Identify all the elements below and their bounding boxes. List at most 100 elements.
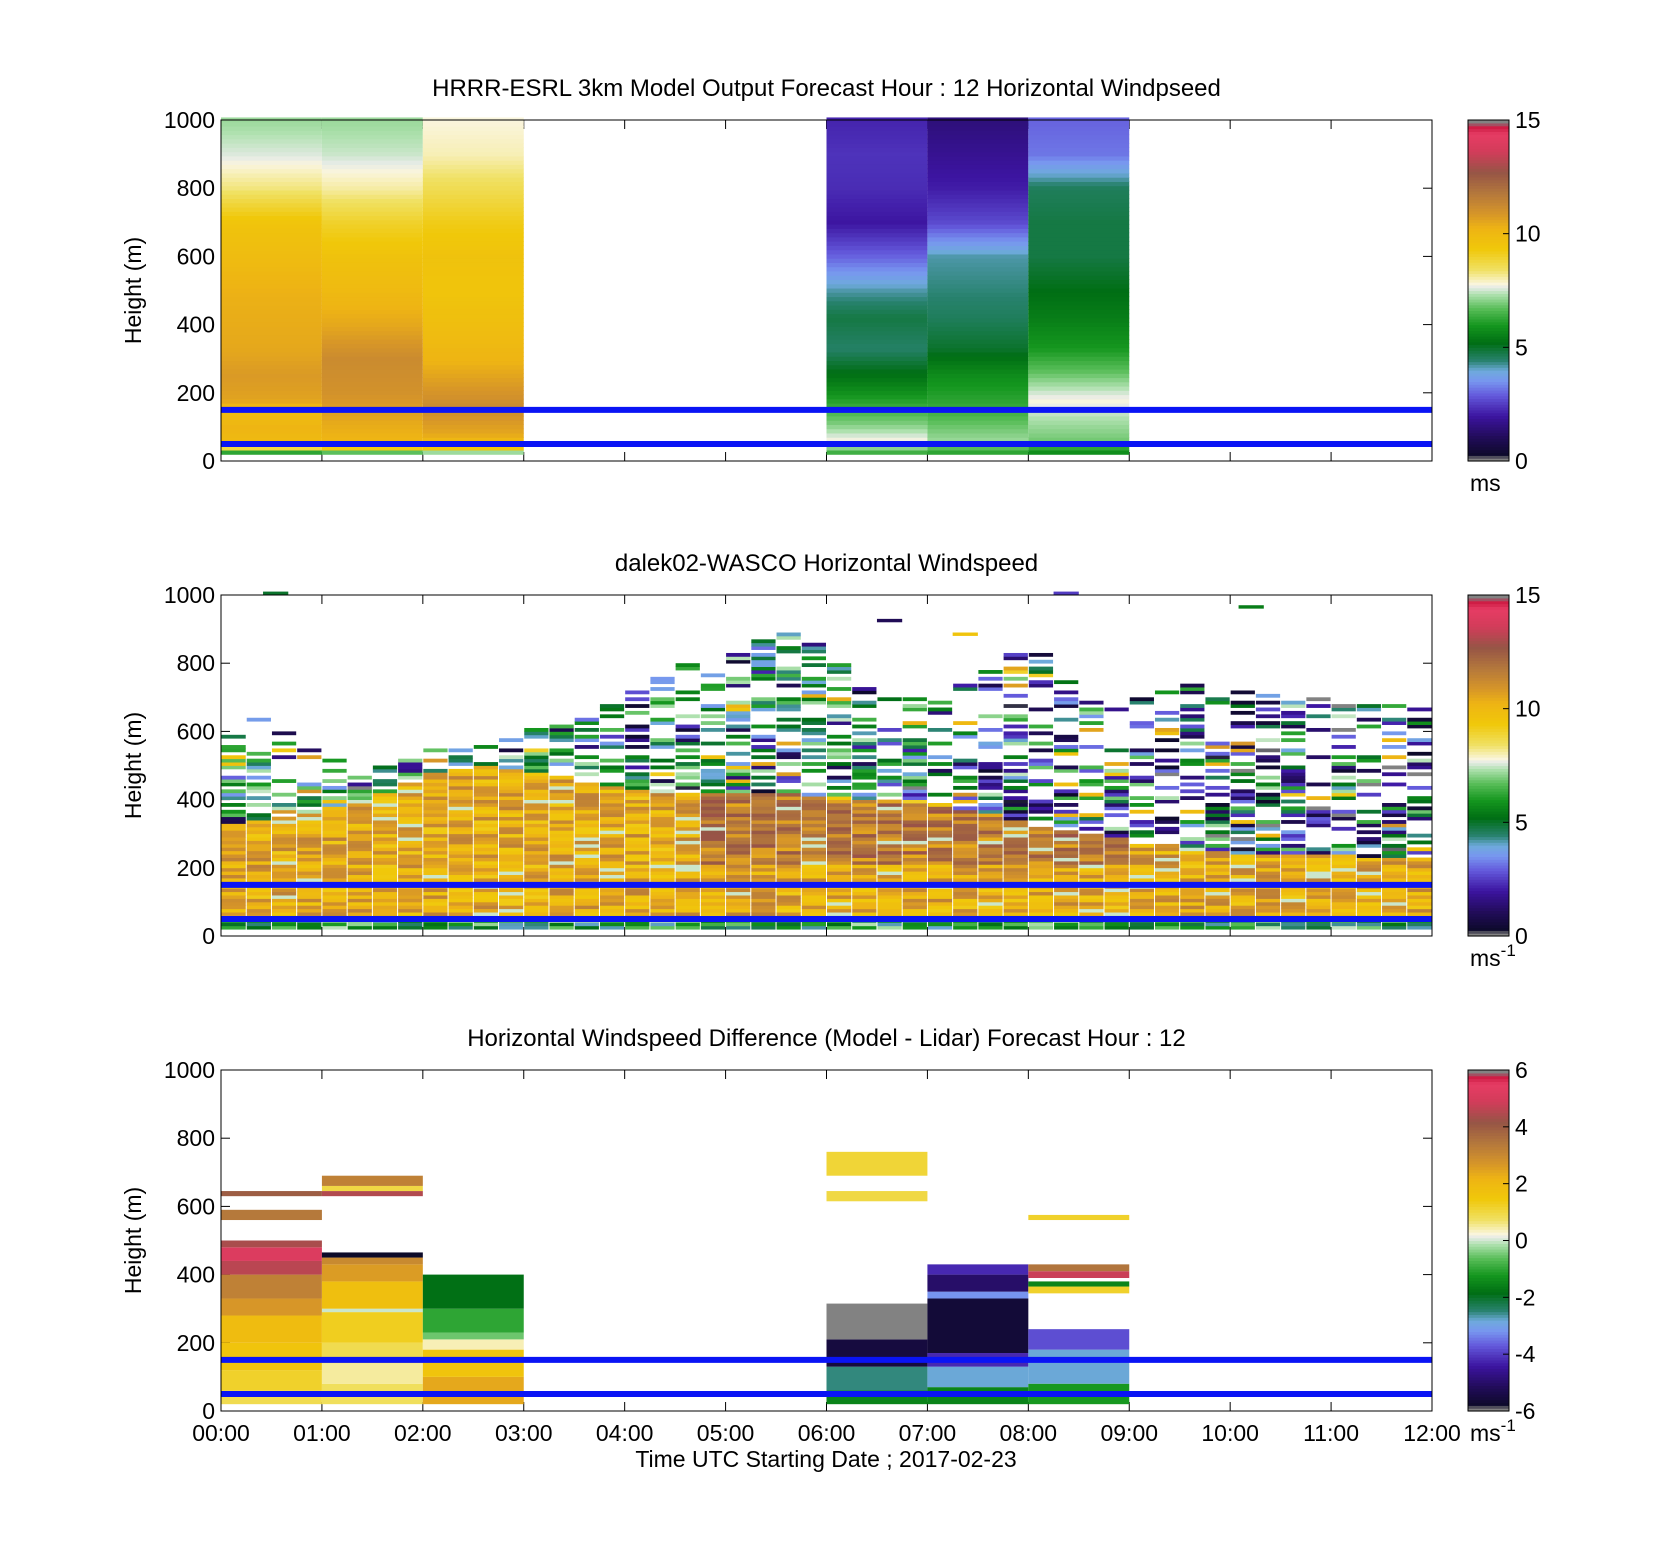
colorbar-cell [1468, 862, 1509, 866]
heatmap-cell [927, 364, 1029, 370]
heatmap-cell [1407, 922, 1432, 927]
heatmap-cell [1180, 864, 1205, 869]
heatmap-cell [751, 908, 776, 913]
heatmap-cell [801, 642, 826, 647]
heatmap-cell [902, 748, 927, 753]
heatmap-cell [927, 151, 1029, 157]
heatmap-cell [1230, 830, 1255, 835]
heatmap-cell [473, 745, 499, 749]
heatmap-cell [1028, 326, 1130, 332]
heatmap-cell [1028, 652, 1054, 657]
heatmap-cell [574, 823, 599, 828]
heatmap-cell [1281, 905, 1306, 910]
heatmap-cell [321, 147, 423, 153]
heatmap-cell [321, 360, 423, 366]
heatmap-cell [321, 172, 423, 178]
heatmap-cell [422, 236, 524, 242]
heatmap-cell [271, 837, 297, 841]
heatmap-cell [448, 816, 473, 821]
heatmap-cell [1003, 762, 1028, 766]
heatmap-cell [321, 249, 423, 255]
heatmap-cell [1281, 785, 1306, 790]
heatmap-cell [1356, 707, 1382, 712]
heatmap-cell [1028, 415, 1130, 421]
heatmap-cell [221, 816, 246, 821]
heatmap-cell [650, 850, 675, 855]
heatmap-cell [1079, 912, 1104, 916]
heatmap-cell [524, 799, 549, 804]
colorbar-cell [1468, 1098, 1509, 1102]
heatmap-cell [473, 833, 499, 838]
heatmap-cell [801, 813, 826, 818]
heatmap-cell [625, 840, 650, 845]
heatmap-cell [1129, 874, 1154, 879]
heatmap-cell [625, 775, 650, 780]
heatmap-cell [927, 241, 1029, 246]
heatmap-cell [1205, 809, 1230, 814]
colorbar-unit: ms-1 [1470, 1416, 1516, 1446]
heatmap-cell [751, 738, 776, 743]
heatmap-cell [1255, 874, 1281, 879]
heatmap-cell [700, 830, 726, 835]
heatmap-cell [927, 888, 953, 893]
heatmap-cell [398, 898, 423, 903]
colorbar-cell [1468, 603, 1509, 607]
heatmap-cell [1230, 690, 1255, 695]
heatmap-cell [625, 813, 650, 818]
heatmap-cell [297, 830, 322, 835]
heatmap-cell [221, 888, 246, 893]
heatmap-cell [1003, 775, 1028, 780]
heatmap-cell [1028, 867, 1054, 872]
difference-panel: Horizontal Windspeed Difference (Model -… [120, 1025, 1536, 1446]
colorbar-cell [1468, 372, 1509, 377]
heatmap-cell [978, 670, 1003, 674]
heatmap-cell [927, 901, 953, 906]
x-tick-label: 06:00 [798, 1420, 856, 1446]
heatmap-cell [700, 809, 726, 814]
colorbar-cell [1468, 327, 1509, 331]
heatmap-cell [221, 275, 322, 281]
heatmap-cell [1028, 898, 1054, 903]
heatmap-cell [321, 292, 423, 298]
colorbar-cell [1468, 640, 1509, 644]
heatmap-cell [221, 878, 246, 882]
heatmap-cell [524, 878, 549, 882]
heatmap-cell [1205, 837, 1230, 841]
heatmap-cell [473, 898, 499, 903]
heatmap-cell [574, 727, 599, 732]
heatmap-cell [246, 874, 271, 879]
heatmap-cell [1255, 833, 1281, 838]
heatmap-cell [423, 922, 448, 927]
heatmap-cell [776, 704, 801, 708]
heatmap-cell [221, 228, 322, 234]
heatmap-cell [1382, 857, 1407, 862]
colorbar-cell [1468, 609, 1509, 613]
heatmap-cell [625, 857, 650, 862]
x-axis-label: Time UTC Starting Date ; 2017-02-23 [635, 1446, 1016, 1472]
heatmap-cell [852, 690, 877, 695]
heatmap-cell [423, 908, 448, 913]
heatmap-cell [297, 755, 322, 760]
colorbar-cell [1468, 595, 1509, 599]
heatmap-cell [826, 334, 928, 340]
heatmap-cell [422, 219, 524, 225]
heatmap-cell [549, 867, 574, 872]
colorbar-cell [1468, 1135, 1509, 1139]
heatmap-cell [1129, 748, 1154, 753]
x-tick-label: 11:00 [1303, 1420, 1359, 1446]
heatmap-cell [1255, 782, 1281, 787]
heatmap-cell [221, 837, 246, 841]
heatmap-cell [1407, 857, 1432, 862]
heatmap-cell [953, 901, 978, 906]
heatmap-cell [1230, 860, 1255, 865]
heatmap-cell [549, 878, 574, 882]
colorbar-cell [1468, 344, 1509, 348]
heatmap-cell [574, 785, 599, 790]
colorbar-cell [1468, 1192, 1509, 1196]
heatmap-cell [246, 820, 271, 824]
heatmap-cell [827, 860, 852, 865]
heatmap-cell [776, 670, 801, 674]
heatmap-cell [675, 748, 700, 753]
heatmap-cell [1382, 820, 1407, 824]
heatmap-cell [902, 813, 927, 818]
